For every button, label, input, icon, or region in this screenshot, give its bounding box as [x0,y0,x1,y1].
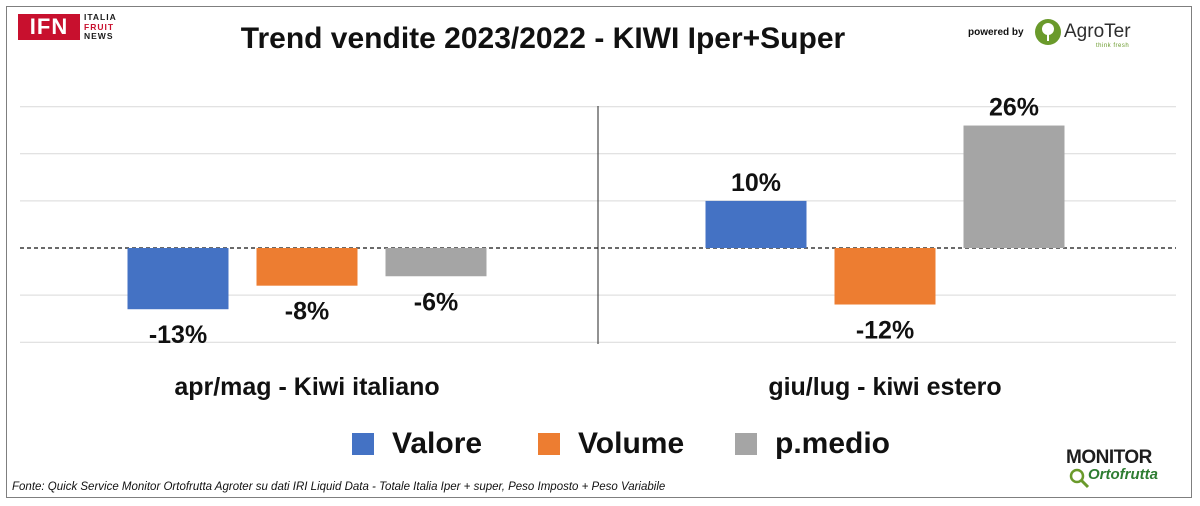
monitor-logo-top: MONITOR [1066,447,1152,468]
legend-swatch [538,433,560,455]
category-label: giu/lug - kiwi estero [768,373,1001,401]
italia-fruit-news-logo: IFN ITALIA FRUIT NEWS [18,12,138,42]
bar-valore [127,248,229,310]
ifn-line-fruit: FRUIT [84,21,115,32]
data-label: -6% [414,288,458,316]
legend-item: Volume [538,424,684,464]
agroter-tagline: think fresh [1096,43,1130,49]
monitor-ortofrutta-logo: MONITOR Ortofrutta [1066,447,1190,495]
agroter-tree-icon [1035,19,1061,45]
monitor-logo-bottom: Ortofrutta [1088,466,1158,483]
bar-volume [256,248,358,286]
bar-pmedio [385,248,487,277]
data-label: 26% [989,94,1039,122]
legend-item: Valore [352,424,482,464]
legend-swatch [352,433,374,455]
ifn-mark: IFN [18,14,80,40]
bar-volume [834,248,936,305]
ifn-line-italia: ITALIA [84,12,117,22]
legend-item: p.medio [735,424,890,464]
category-label: apr/mag - Kiwi italiano [174,373,439,401]
legend-swatch [735,433,757,455]
chart-title: Trend vendite 2023/2022 - KIWI Iper+Supe… [240,22,846,55]
agroter-logo: AgroTer think fresh [1034,18,1144,49]
chart-legend: Valore Volume p.medio [0,424,1200,464]
ifn-line-news: NEWS [84,31,114,41]
magnifier-icon [1069,468,1090,489]
data-label: -13% [149,321,207,349]
agroter-name: AgroTer [1064,21,1131,42]
legend-label: Valore [392,427,483,460]
data-label: -8% [285,298,329,326]
data-label: -12% [856,317,914,345]
data-label: 10% [731,169,781,197]
bar-valore [705,200,807,248]
legend-label: Volume [578,427,685,460]
bar-pmedio [963,125,1065,248]
ifn-wordmark: ITALIA FRUIT NEWS [84,12,117,42]
legend-label: p.medio [775,427,891,460]
source-note: Fonte: Quick Service Monitor Ortofrutta … [12,481,666,493]
powered-by-label: powered by [968,27,1024,38]
